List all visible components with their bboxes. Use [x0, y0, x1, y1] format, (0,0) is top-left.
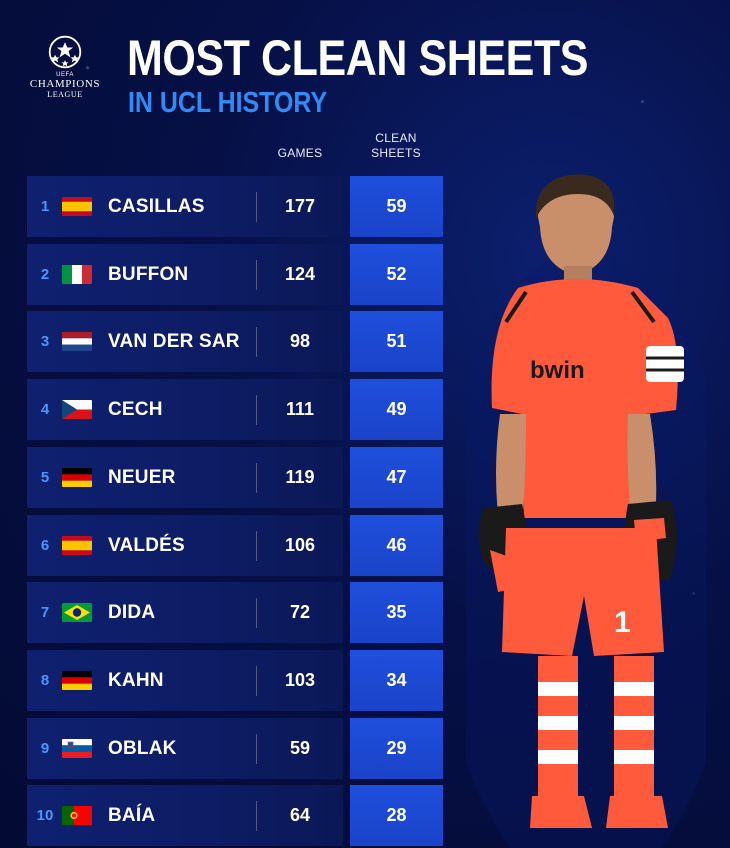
player-name: CASILLAS [108, 196, 205, 217]
player-name: CECH [108, 399, 163, 421]
clean-sheets-value: 28 [350, 785, 443, 847]
player-name: BUFFON [108, 263, 189, 285]
clean-sheets-value: 46 [350, 514, 443, 576]
goalkeeper-photo: bwin 1 [466, 174, 706, 848]
logo-uefa-text: UEFA [56, 72, 74, 78]
rank-number: 2 [40, 265, 50, 283]
table-row: 6 VALDÉS 106 46 [27, 514, 443, 576]
brazil-flag-icon [62, 603, 92, 623]
rank-number: 7 [40, 604, 50, 622]
player-name: VALDÉS [108, 534, 185, 556]
games-value: 106 [284, 534, 316, 555]
table-row: 4 CECH 111 49 [27, 379, 443, 441]
italy-flag-icon [62, 264, 92, 284]
clean-sheets-header-line1: CLEAN [375, 131, 417, 145]
games-value: 103 [284, 669, 316, 690]
rank-number: 3 [40, 333, 50, 351]
rank-number: 5 [40, 468, 50, 486]
column-divider [256, 259, 257, 290]
netherlands-flag-icon [62, 332, 92, 352]
clean-sheets-header-line2: SHEETS [371, 146, 421, 160]
column-divider [256, 192, 257, 222]
games-value: 72 [289, 602, 311, 623]
portugal-flag-icon [62, 806, 92, 826]
column-divider [256, 733, 257, 764]
player-name: DIDA [108, 602, 156, 624]
champions-league-logo: UEFA CHAMPIONS LEAGUE [24, 34, 106, 99]
player-name: KAHN [108, 669, 164, 691]
games-value: 98 [289, 331, 311, 352]
rank-number: 8 [40, 671, 50, 689]
clean-sheets-value: 59 [350, 176, 443, 237]
slovenia-flag-icon [62, 738, 92, 758]
germany-flag-icon [62, 670, 92, 690]
rank-number: 1 [40, 198, 50, 215]
clean-sheets-value: 52 [350, 243, 443, 305]
column-divider [256, 801, 257, 832]
table-row: 2 BUFFON 124 52 [27, 243, 443, 305]
rank-number: 10 [36, 807, 54, 825]
page-title: MOST CLEAN SHEETS [127, 30, 588, 86]
table-row: 8 KAHN 103 34 [27, 649, 443, 711]
clean-sheets-value: 47 [350, 446, 443, 508]
games-value: 111 [285, 399, 315, 420]
rank-number: 6 [40, 536, 50, 554]
games-value: 59 [289, 737, 311, 758]
table-row: 10 BAÍA 64 28 [27, 785, 443, 847]
games-value: 119 [285, 466, 315, 487]
column-divider [256, 462, 257, 493]
page-subtitle: IN UCL HISTORY [128, 87, 328, 119]
logo-champions-text: CHAMPIONS [29, 78, 101, 90]
column-divider [256, 395, 257, 426]
games-column-header: GAMES [277, 146, 323, 160]
clean-sheets-value: 34 [350, 649, 443, 711]
czech-flag-icon [62, 400, 92, 420]
player-name: VAN DER SAR [108, 331, 240, 353]
germany-flag-icon [62, 467, 92, 487]
player-name: OBLAK [108, 737, 177, 759]
column-divider [256, 665, 257, 696]
column-divider [256, 598, 257, 629]
spain-flag-icon [62, 535, 92, 555]
clean-sheets-value: 51 [350, 311, 443, 373]
games-value: 124 [284, 263, 316, 284]
clean-sheets-value: 35 [350, 582, 443, 644]
starball-icon [48, 35, 82, 69]
logo-league-text: LEAGUE [47, 90, 83, 100]
table-row: 9 OBLAK 59 29 [27, 717, 443, 779]
rank-number: 9 [40, 739, 50, 757]
player-name: NEUER [108, 466, 176, 488]
clean-sheets-value: 49 [350, 379, 443, 441]
clean-sheets-value: 29 [350, 717, 443, 779]
games-value: 177 [284, 196, 316, 216]
table-row: 3 VAN DER SAR 98 51 [27, 311, 443, 373]
table-row: 1 CASILLAS 177 59 [27, 176, 443, 237]
spain-flag-icon [62, 197, 92, 216]
clean-sheets-column-header: CLEAN SHEETS [350, 131, 442, 161]
table-row: 5 NEUER 119 47 [27, 446, 443, 508]
column-divider [256, 327, 257, 358]
kit-sponsor-text: bwin [530, 357, 585, 384]
column-divider [256, 530, 257, 561]
table-row: 7 DIDA 72 35 [27, 582, 443, 644]
player-name: BAÍA [108, 805, 156, 827]
shirt-number: 1 [614, 606, 631, 639]
games-value: 64 [289, 805, 311, 826]
rank-number: 4 [40, 401, 50, 419]
